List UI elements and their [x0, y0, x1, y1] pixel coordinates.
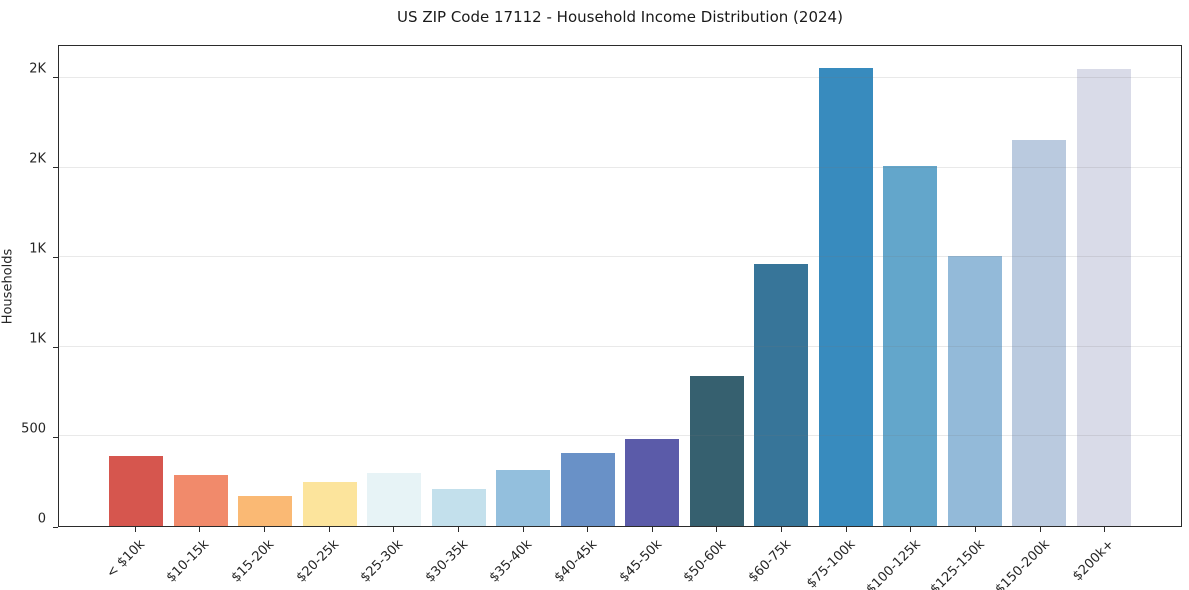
y-tick-label: 2K	[29, 151, 46, 167]
x-tick-mark	[134, 527, 136, 532]
x-tick-label: $100-125k	[863, 537, 924, 590]
y-tick-mark	[53, 436, 58, 438]
bar	[560, 452, 615, 526]
bar	[883, 166, 938, 526]
bar-slot	[491, 46, 556, 526]
y-tick-mark	[53, 256, 58, 258]
x-tick-mark	[328, 527, 330, 532]
bar-slot	[749, 46, 814, 526]
bar	[302, 482, 357, 526]
bar	[1012, 140, 1067, 526]
bar-slot	[943, 46, 1008, 526]
x-tick-label: $75-100k	[804, 537, 859, 590]
bars-row	[59, 46, 1181, 526]
x-tick-mark	[781, 527, 783, 532]
bar-slot	[814, 46, 879, 526]
x-tick-label: $50-60k	[681, 537, 730, 586]
gridline	[59, 256, 1181, 258]
gridline	[59, 77, 1181, 79]
x-tick-label: < $10k	[103, 537, 148, 582]
x-tick-mark	[651, 527, 653, 532]
gridline	[59, 435, 1181, 437]
y-tick-mark	[53, 166, 58, 168]
bar	[367, 473, 422, 526]
x-tick-label: $35-40k	[487, 537, 536, 586]
bar-slot	[298, 46, 363, 526]
x-tick-mark	[522, 527, 524, 532]
y-tick-label: 1K	[29, 241, 46, 257]
x-tick-label: $15-20k	[228, 537, 278, 586]
bar-slot	[427, 46, 492, 526]
bar	[754, 263, 809, 526]
y-tick-label: 500	[21, 421, 46, 437]
bar-slot	[685, 46, 750, 526]
bar-slot	[620, 46, 685, 526]
x-tick-mark	[974, 527, 976, 532]
bar	[947, 256, 1002, 526]
x-axis: < $10k $10-15k $15-20k $20-25k $25-30k $30-35…	[58, 527, 1182, 590]
chart-title: US ZIP Code 17112 - Household Income Dis…	[397, 8, 843, 26]
bar-slot	[169, 46, 234, 526]
plot-area	[58, 45, 1182, 527]
x-tick-mark	[1104, 527, 1106, 532]
x-tick-label: $150-200k	[992, 537, 1053, 590]
bar	[1076, 69, 1131, 526]
x-tick-label: $10-15k	[164, 537, 213, 586]
x-tick-label: $125-150k	[927, 537, 989, 590]
bar	[431, 489, 486, 526]
y-tick-label: 2K	[29, 61, 46, 77]
bar-slot	[1072, 46, 1137, 526]
y-tick-label: 0	[37, 511, 46, 527]
x-tick-mark	[1039, 527, 1041, 532]
bar	[496, 469, 551, 526]
bar	[173, 474, 228, 526]
x-tick-mark	[457, 527, 459, 532]
x-tick-mark	[393, 527, 395, 532]
gridline	[59, 166, 1181, 168]
bar	[238, 496, 293, 526]
x-tick-label: $40-45k	[551, 537, 601, 586]
bar	[818, 68, 873, 526]
x-tick-label: $20-25k	[293, 537, 342, 586]
x-tick-mark	[587, 527, 589, 532]
x-tick-mark	[910, 527, 912, 532]
x-tick-mark	[264, 527, 266, 532]
bar	[625, 439, 680, 526]
y-tick-mark	[53, 526, 58, 528]
x-tick-label: $45-50k	[616, 537, 665, 586]
bar	[109, 456, 164, 526]
bar-slot	[556, 46, 621, 526]
x-tick-mark	[845, 527, 847, 532]
y-tick-mark	[53, 76, 58, 78]
y-tick-mark	[53, 346, 58, 348]
x-tick-label: $60-75k	[745, 537, 795, 586]
bar-slot	[362, 46, 427, 526]
x-tick-mark	[716, 527, 718, 532]
bar-slot	[878, 46, 943, 526]
x-tick-label: $30-35k	[422, 537, 472, 586]
y-tick-label: 1K	[29, 331, 46, 347]
gridline	[59, 345, 1181, 347]
x-tick-label: $25-30k	[357, 537, 407, 586]
bar	[689, 375, 744, 526]
y-axis: 0 500 1K 1K 2K 2K	[0, 45, 58, 528]
bar-slot	[104, 46, 169, 526]
bar-slot	[1007, 46, 1072, 526]
x-tick-mark	[199, 527, 201, 532]
bar-slot	[233, 46, 298, 526]
x-tick-label: $200k+	[1070, 537, 1118, 585]
